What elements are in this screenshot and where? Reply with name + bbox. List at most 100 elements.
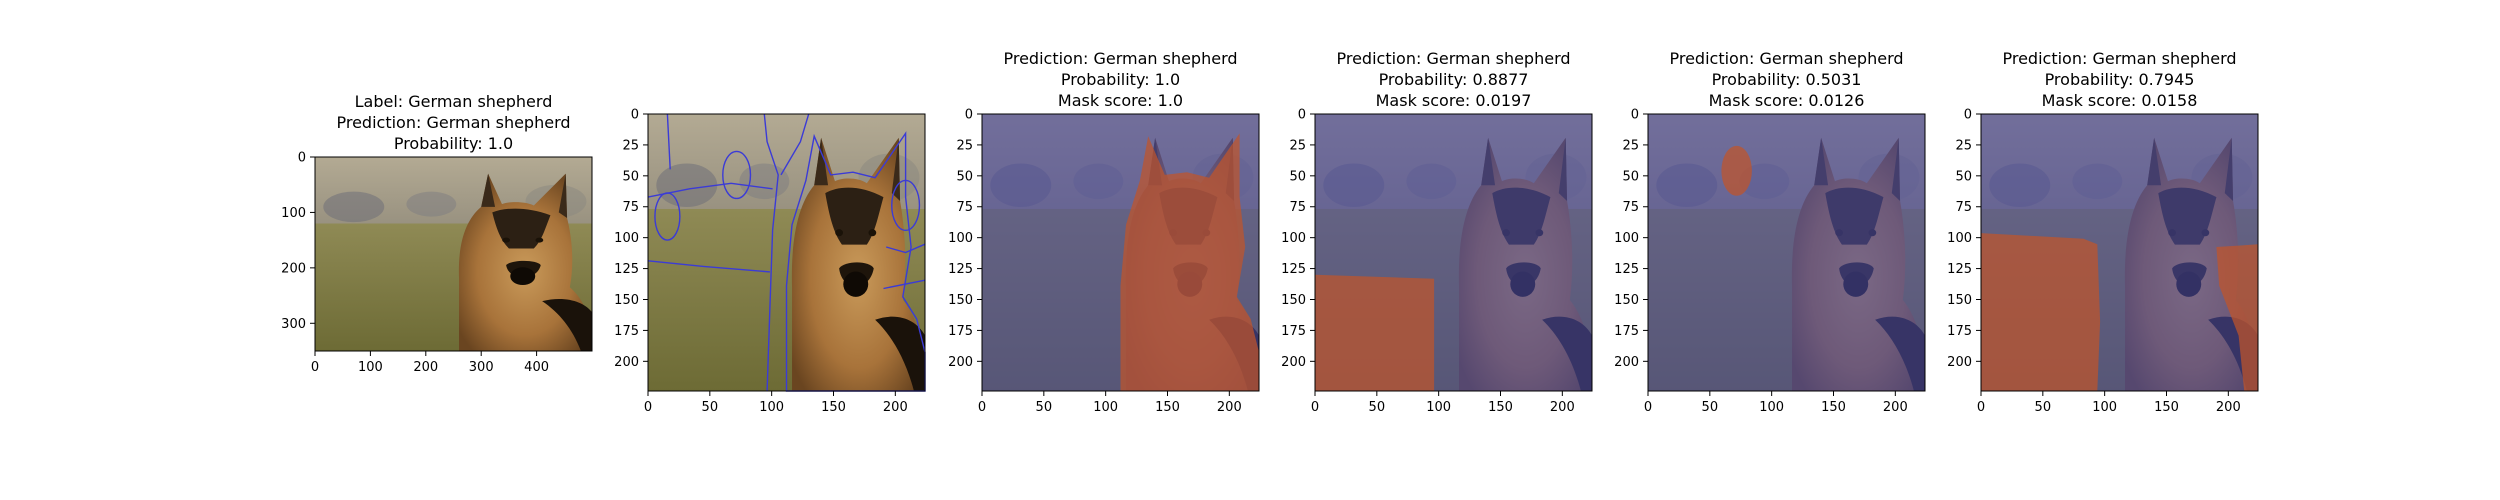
y-tick-label: 125 [1281, 262, 1306, 277]
panel-title-line: Mask score: 0.0126 [1709, 91, 1865, 110]
y-tick-label: 100 [948, 231, 973, 246]
y-tick-label: 150 [948, 293, 973, 308]
x-tick-label: 150 [821, 400, 846, 415]
y-tick-label: 75 [1622, 200, 1639, 215]
panel-3: Prediction: German shepherd Probability: … [948, 49, 1260, 415]
x-tick-label: 0 [1644, 400, 1652, 415]
axes-frame [981, 113, 1260, 392]
x-tick-label: 50 [1702, 400, 1719, 415]
y-tick-label: 175 [1947, 324, 1972, 339]
y-tick-label: 0 [1298, 108, 1306, 123]
x-tick-label: 0 [1977, 400, 1985, 415]
y-tick-label: 75 [1289, 200, 1306, 215]
y-tick-label: 50 [1622, 169, 1639, 184]
segment-boundaries [647, 113, 926, 392]
y-tick-label: 100 [1614, 231, 1639, 246]
x-tick-label: 150 [1155, 400, 1180, 415]
x-tick-label: 200 [1550, 400, 1575, 415]
y-tick-label: 150 [614, 293, 639, 308]
y-tick-label: 125 [1614, 262, 1639, 277]
y-tick-label: 75 [622, 200, 639, 215]
panel-6: Prediction: German shepherd Probability: … [1947, 49, 2259, 415]
x-tick-label: 150 [1488, 400, 1513, 415]
y-tick-label: 50 [622, 169, 639, 184]
y-tick-label: 50 [956, 169, 973, 184]
y-tick-label: 200 [281, 261, 306, 276]
y-tick-label: 0 [631, 108, 639, 123]
panel-5: Prediction: German shepherd Probability: … [1614, 49, 1926, 415]
panel-title-line: Probability: 0.5031 [1712, 70, 1862, 89]
panel-title-line: Probability: 1.0 [394, 134, 513, 153]
x-tick-label: 100 [1759, 400, 1784, 415]
x-tick-label: 200 [1217, 400, 1242, 415]
x-tick-label: 0 [1311, 400, 1319, 415]
panel-title-line: Prediction: German shepherd [2002, 49, 2236, 68]
x-tick-label: 50 [1036, 400, 1053, 415]
y-tick-label: 200 [948, 355, 973, 370]
y-tick-label: 25 [1289, 138, 1306, 153]
dog-image [315, 157, 592, 351]
y-tick-label: 125 [948, 262, 973, 277]
y-tick-label: 200 [1947, 355, 1972, 370]
y-tick-label: 100 [281, 206, 306, 221]
y-tick-label: 125 [614, 262, 639, 277]
x-tick-label: 50 [2035, 400, 2052, 415]
y-tick-label: 200 [1281, 355, 1306, 370]
x-tick-label: 150 [2154, 400, 2179, 415]
panel-title-line: Mask score: 1.0 [1058, 91, 1183, 110]
panel-1: Label: German shepherd Prediction: German… [281, 92, 593, 375]
panel-title-line: Probability: 1.0 [1061, 70, 1180, 89]
y-tick-label: 200 [614, 355, 639, 370]
axes-frame [1314, 113, 1593, 392]
y-tick-label: 300 [281, 317, 306, 332]
y-tick-label: 0 [1631, 108, 1639, 123]
y-tick-label: 75 [956, 200, 973, 215]
y-tick-label: 150 [1614, 293, 1639, 308]
x-tick-label: 200 [2216, 400, 2241, 415]
x-tick-label: 400 [524, 360, 549, 375]
panel-title-line: Prediction: German shepherd [1669, 49, 1903, 68]
y-tick-label: 175 [614, 324, 639, 339]
x-tick-label: 0 [978, 400, 986, 415]
x-tick-label: 150 [1821, 400, 1846, 415]
y-tick-label: 25 [1955, 138, 1972, 153]
axes-frame [314, 156, 593, 352]
y-tick-label: 175 [948, 324, 973, 339]
x-tick-label: 100 [2092, 400, 2117, 415]
x-tick-label: 100 [759, 400, 784, 415]
panel-2: 0 50 100 150 200 0 25 50 75 100 125 150 175 200 [614, 108, 926, 415]
y-tick-label: 150 [1947, 293, 1972, 308]
x-tick-label: 0 [644, 400, 652, 415]
y-tick-label: 175 [1614, 324, 1639, 339]
x-tick-label: 50 [702, 400, 719, 415]
y-tick-label: 75 [1955, 200, 1972, 215]
x-tick-label: 300 [469, 360, 494, 375]
panel-title-line: Mask score: 0.0158 [2042, 91, 2198, 110]
x-tick-label: 200 [1883, 400, 1908, 415]
mask-region [1981, 233, 2101, 391]
y-tick-label: 50 [1289, 169, 1306, 184]
y-tick-label: 100 [1281, 231, 1306, 246]
mask-region [2216, 244, 2258, 391]
y-tick-label: 0 [298, 151, 306, 166]
mask-region [1721, 145, 1752, 196]
y-tick-label: 25 [622, 138, 639, 153]
panel-title-line: Probability: 0.8877 [1379, 70, 1529, 89]
panel-title-line: Mask score: 0.0197 [1376, 91, 1532, 110]
x-tick-label: 100 [1426, 400, 1451, 415]
y-tick-label: 200 [1614, 355, 1639, 370]
panel-title-line: Prediction: German shepherd [336, 113, 570, 132]
y-tick-label: 0 [1964, 108, 1972, 123]
x-tick-label: 200 [413, 360, 438, 375]
x-tick-label: 200 [883, 400, 908, 415]
panel-title-line: Prediction: German shepherd [1336, 49, 1570, 68]
x-tick-label: 100 [1093, 400, 1118, 415]
y-tick-label: 150 [1281, 293, 1306, 308]
x-tick-label: 0 [311, 360, 319, 375]
y-tick-label: 175 [1281, 324, 1306, 339]
y-tick-label: 125 [1947, 262, 1972, 277]
axes-frame [1980, 113, 2259, 392]
mask-region [1315, 274, 1435, 391]
axes-frame [1647, 113, 1926, 392]
